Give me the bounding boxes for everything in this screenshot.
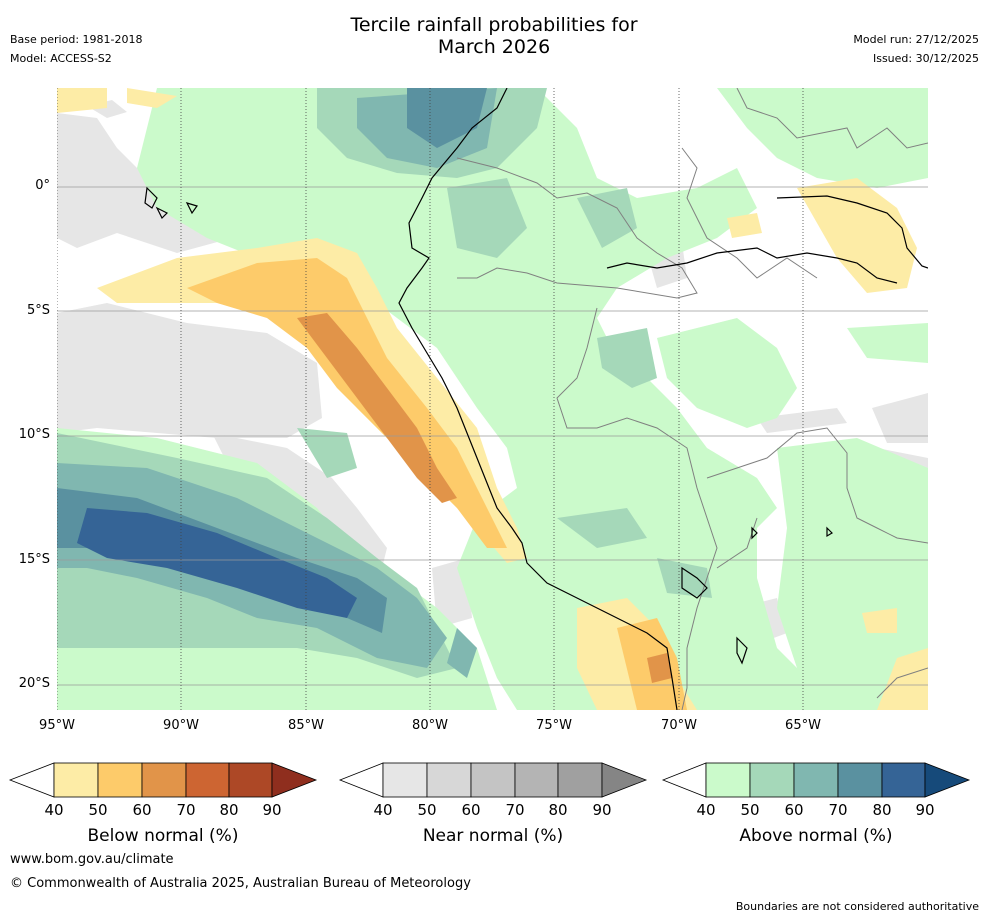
model-name: Model: ACCESS-S2 <box>10 52 112 65</box>
cb-below-label: Below normal (%) <box>87 826 239 846</box>
y-tick-15s: 15°S <box>18 552 50 567</box>
cb-near-swatch-5 <box>601 762 648 798</box>
x-tick-75w: 75°W <box>536 718 572 733</box>
x-tick-65w: 65°W <box>785 718 821 733</box>
cb-below-tick-80: 80 <box>219 801 239 819</box>
cb-near-swatch-4 <box>557 762 603 798</box>
copyright-notice: © Commonwealth of Australia 2025, Austra… <box>10 876 471 891</box>
y-tick-20s: 20°S <box>18 676 50 691</box>
cb-above-swatch-4 <box>881 762 926 798</box>
x-tick-90w: 90°W <box>163 718 199 733</box>
cb-near-swatch-1 <box>426 762 472 798</box>
y-tick-10s: 10°S <box>18 427 50 442</box>
cb-below-tick-60: 60 <box>132 801 152 819</box>
bom-website-link[interactable]: www.bom.gov.au/climate <box>10 852 174 867</box>
cb-near-tick-40: 40 <box>373 801 393 819</box>
cb-above-tick-50: 50 <box>740 801 760 819</box>
title-line-2: March 2026 <box>437 36 551 58</box>
y-tick-0: 0° <box>35 178 50 193</box>
cb-near-tick-60: 60 <box>461 801 481 819</box>
cb-above-tick-70: 70 <box>828 801 848 819</box>
cb-near-tick-80: 80 <box>548 801 568 819</box>
above-normal-regions <box>57 88 928 710</box>
x-tick-95w: 95°W <box>39 718 75 733</box>
colorbar-below-normal <box>8 762 318 798</box>
boundaries-disclaimer: Boundaries are not considered authoritat… <box>735 900 979 913</box>
colorbar-above-normal <box>661 762 971 798</box>
country-borders <box>456 88 928 710</box>
cb-below-tick-50: 50 <box>88 801 108 819</box>
x-tick-80w: 80°W <box>412 718 448 733</box>
cb-above-label: Above normal (%) <box>739 826 893 846</box>
model-run-date: Model run: 27/12/2025 <box>853 33 979 46</box>
base-period: Base period: 1981-2018 <box>10 33 143 46</box>
cb-above-tick-40: 40 <box>696 801 716 819</box>
title-line-1: Tercile rainfall probabilities for <box>350 14 638 36</box>
cb-above-tick-90: 90 <box>915 801 935 819</box>
cb-below-swatch-3 <box>185 762 230 798</box>
cb-near-swatch-3 <box>514 762 559 798</box>
rainfall-probability-map <box>57 88 928 710</box>
cb-near-tick-90: 90 <box>592 801 612 819</box>
cb-above-tick-80: 80 <box>872 801 892 819</box>
map-title: Tercile rainfall probabilities for March… <box>0 14 988 58</box>
cb-below-tick-70: 70 <box>176 801 196 819</box>
colorbar-strip <box>8 762 971 798</box>
colorbar-near-normal <box>338 762 648 798</box>
cb-above-swatch-0 <box>705 762 751 798</box>
cb-above-swatch-1 <box>749 762 795 798</box>
lat-gridlines <box>57 186 928 686</box>
cb-near-tick-50: 50 <box>417 801 437 819</box>
cb-below-swatch-5 <box>271 762 318 798</box>
cb-above-tick-60: 60 <box>784 801 804 819</box>
cb-above-swatch-3 <box>837 762 883 798</box>
cb-above-swatch-2 <box>793 762 839 798</box>
cb-near-tick-70: 70 <box>505 801 525 819</box>
cb-above-swatch-5 <box>924 762 971 798</box>
cb-near-swatch-0 <box>382 762 428 798</box>
x-tick-70w: 70°W <box>661 718 697 733</box>
y-tick-5s: 5°S <box>26 303 50 318</box>
cb-below-swatch-1 <box>97 762 143 798</box>
cb-below-tick-40: 40 <box>44 801 64 819</box>
cb-below-swatch-4 <box>228 762 273 798</box>
cb-near-swatch-2 <box>470 762 516 798</box>
x-tick-85w: 85°W <box>288 718 324 733</box>
coastline <box>144 88 928 710</box>
below-normal-regions <box>57 88 928 710</box>
cb-below-swatch-2 <box>141 762 187 798</box>
cb-near-label: Near normal (%) <box>422 826 564 846</box>
cb-below-swatch-0 <box>53 762 99 798</box>
cb-below-tick-90: 90 <box>262 801 282 819</box>
issued-date: Issued: 30/12/2025 <box>872 52 979 65</box>
